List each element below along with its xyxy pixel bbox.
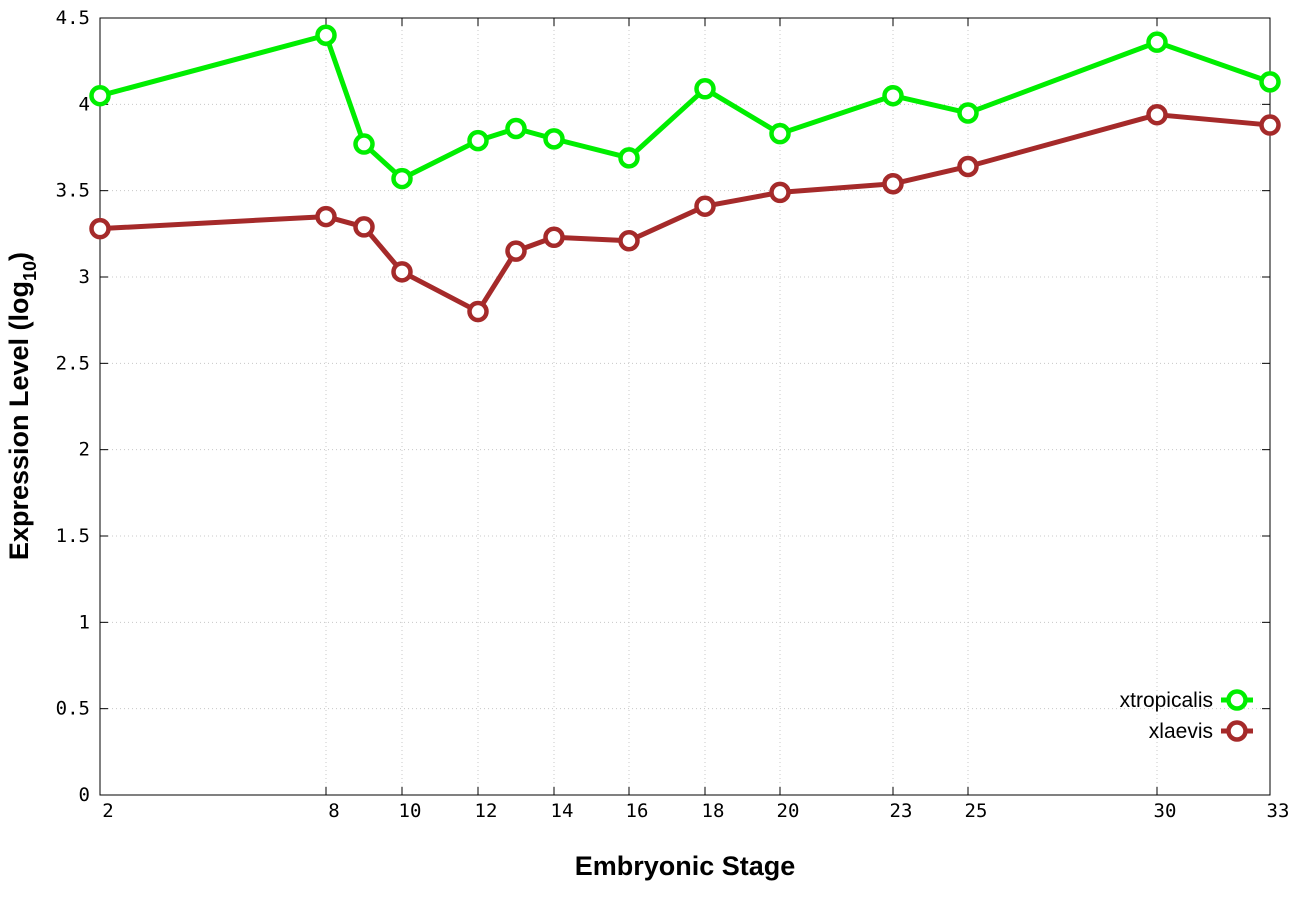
x-axis-title: Embryonic Stage [575,851,796,881]
y-tick-label: 3.5 [56,180,90,202]
plot-frame [99,17,1271,796]
x-tick-label: 2 [102,800,113,822]
y-tick-label: 1.5 [56,525,90,547]
data-point-xlaevis [1259,114,1281,136]
data-point-xtropicalis [694,78,716,100]
x-tick-label: 8 [328,800,339,822]
grid-layer [100,18,1270,795]
legend-label-xlaevis: xlaevis [1149,720,1213,743]
x-tick-label: 16 [626,800,649,822]
data-point-xlaevis [618,229,640,252]
y-tick-label: 3 [79,266,90,288]
legend-label-xtropicalis: xtropicalis [1120,689,1213,712]
legend-swatch-marker-xlaevis [1226,720,1248,742]
y-tick-label: 2.5 [56,352,90,374]
x-tick-label: 30 [1154,800,1177,822]
data-point-xlaevis [882,173,904,195]
series-layer [89,24,1281,323]
y-tick-label: 1 [79,611,90,633]
x-tick-label: 33 [1267,800,1290,822]
legend: xtropicalis xlaevis [1120,689,1253,743]
legend-swatch-marker-xtropicalis [1226,689,1248,711]
data-point-xlaevis [467,300,489,323]
ticks-layer: 0 0.5 1 1.5 2 2.5 3 3.5 4 4.5 2 8 10 12 14 16 18 20 23 25 30… [56,7,1290,822]
data-point-xlaevis [694,195,716,217]
y-axis-title: Expression Level (log10) [4,252,40,560]
data-point-xtropicalis [543,128,565,150]
y-tick-label: 2 [79,439,90,461]
data-point-xtropicalis [618,147,640,169]
y-axis-title-main: Expression Level (log [4,281,34,560]
data-point-xlaevis [505,240,527,262]
y-tick-label: 0 [79,784,90,806]
y-axis-title-subscript: 10 [20,261,40,281]
x-tick-label: 10 [399,800,422,822]
data-point-xlaevis [315,205,337,228]
y-tick-label: 4 [79,93,90,115]
y-axis-title-close: ) [4,252,34,261]
x-tick-label: 25 [965,800,988,822]
data-point-xlaevis [769,181,791,204]
x-tick-label: 14 [551,800,574,822]
data-point-xlaevis [957,155,979,178]
data-point-xtropicalis [957,102,979,124]
data-point-xtropicalis [467,129,489,152]
data-point-xlaevis [543,226,565,249]
y-tick-label: 4.5 [56,7,90,29]
x-tick-label: 20 [777,800,800,822]
data-point-xtropicalis [315,24,337,47]
data-point-xtropicalis [769,122,791,145]
data-point-xlaevis [353,216,375,238]
x-tick-label: 18 [702,800,725,822]
data-point-xtropicalis [353,133,375,155]
data-point-xtropicalis [391,167,413,190]
series-line-xlaevis [99,112,1271,315]
data-point-xtropicalis [89,84,111,107]
data-point-xtropicalis [505,117,527,140]
data-point-xtropicalis [1146,31,1168,53]
data-point-xlaevis [1146,103,1168,126]
data-point-xtropicalis [882,84,904,107]
y-tick-label: 0.5 [56,698,90,720]
x-tick-label: 23 [890,800,913,822]
data-point-xlaevis [89,217,111,240]
x-tick-label: 12 [475,800,498,822]
data-point-xlaevis [391,261,413,283]
series-line-xtropicalis [99,32,1271,182]
data-point-xtropicalis [1259,71,1281,93]
